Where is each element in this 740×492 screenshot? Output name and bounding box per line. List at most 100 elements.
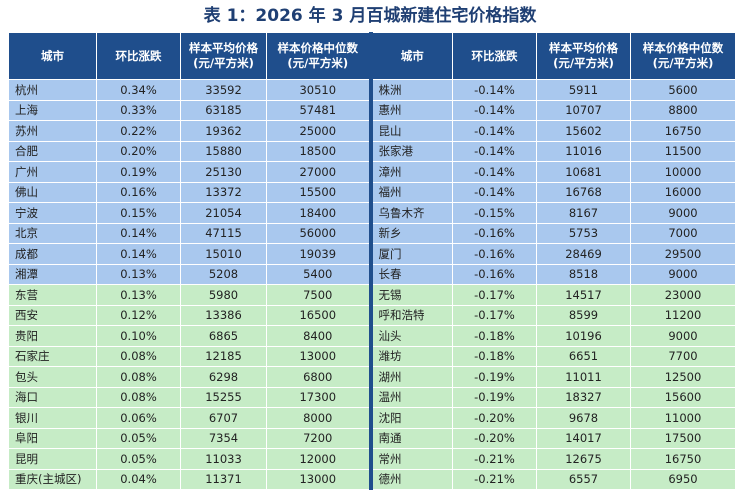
header-line: (元/平方米) <box>553 56 614 70</box>
city-cell: 昆山 <box>368 120 453 142</box>
city-cell: 石家庄 <box>8 345 97 367</box>
column-header: 样本价格中位数 (元/平方米) <box>266 32 371 80</box>
value-cell: -0.14% <box>452 120 537 142</box>
table-row: 贵阳 0.10% 6865 8400 汕头 -0.18% 10196 9000 <box>8 325 736 347</box>
value-cell: 9000 <box>630 263 736 285</box>
city-cell: 南通 <box>368 427 453 449</box>
value-cell: 12675 <box>536 448 631 470</box>
table-row: 广州 0.19% 25130 27000 漳州 -0.14% 10681 10000 <box>8 161 736 183</box>
table-row: 石家庄 0.08% 12185 13000 潍坊 -0.18% 6651 7700 <box>8 345 736 367</box>
table-row: 宁波 0.15% 21054 18400 乌鲁木齐 -0.15% 8167 9000 <box>8 202 736 224</box>
value-cell: 6865 <box>180 325 267 347</box>
value-cell: 6651 <box>536 345 631 367</box>
value-cell: 16768 <box>536 181 631 203</box>
value-cell: 0.22% <box>96 120 181 142</box>
value-cell: 25130 <box>180 161 267 183</box>
table-row: 西安 0.12% 13386 16500 呼和浩特 -0.17% 8599 11200 <box>8 304 736 326</box>
value-cell: -0.19% <box>452 366 537 388</box>
value-cell: 0.04% <box>96 468 181 490</box>
value-cell: 19362 <box>180 120 267 142</box>
value-cell: 17500 <box>630 427 736 449</box>
city-cell: 苏州 <box>8 120 97 142</box>
city-cell: 张家港 <box>368 140 453 162</box>
value-cell: -0.16% <box>452 222 537 244</box>
table-row: 成都 0.14% 15010 19039 厦门 -0.16% 28469 29500 <box>8 243 736 265</box>
table-row: 海口 0.08% 15255 17300 温州 -0.19% 18327 15600 <box>8 386 736 408</box>
table-row: 苏州 0.22% 19362 25000 昆山 -0.14% 15602 16750 <box>8 120 736 142</box>
value-cell: -0.16% <box>452 243 537 265</box>
value-cell: -0.14% <box>452 99 537 121</box>
table-row: 昆明 0.05% 11033 12000 常州 -0.21% 12675 16750 <box>8 448 736 470</box>
value-cell: -0.15% <box>452 202 537 224</box>
value-cell: 7354 <box>180 427 267 449</box>
header-line: (元/平方米) <box>287 56 349 70</box>
city-cell: 海口 <box>8 386 97 408</box>
table-title: 表 1：2026 年 3 月百城新建住宅价格指数 <box>203 6 537 26</box>
value-cell: -0.17% <box>452 284 537 306</box>
value-cell: 8800 <box>630 99 736 121</box>
value-cell: -0.14% <box>452 79 537 101</box>
value-cell: 11371 <box>180 468 267 490</box>
value-cell: 15500 <box>266 181 371 203</box>
city-cell: 西安 <box>8 304 97 326</box>
value-cell: 5400 <box>266 263 371 285</box>
value-cell: 13000 <box>266 468 371 490</box>
table-row: 湘潭 0.13% 5208 5400 长春 -0.16% 8518 9000 <box>8 263 736 285</box>
table-row: 佛山 0.16% 13372 15500 福州 -0.14% 16768 16000 <box>8 181 736 203</box>
value-cell: 63185 <box>180 99 267 121</box>
header-line: 环比涨跌 <box>115 48 162 63</box>
header-line: 环比涨跌 <box>471 48 518 63</box>
city-cell: 广州 <box>8 161 97 183</box>
column-header: 样本平均价格 (元/平方米) <box>536 32 631 80</box>
table-row: 重庆(主城区) 0.04% 11371 13000 德州 -0.21% 6557 6950 <box>8 468 736 490</box>
value-cell: 47115 <box>180 222 267 244</box>
value-cell: 29500 <box>630 243 736 265</box>
value-cell: 7200 <box>266 427 371 449</box>
value-cell: 0.13% <box>96 284 181 306</box>
value-cell: 9678 <box>536 407 631 429</box>
header-line: 城市 <box>41 48 64 63</box>
value-cell: 11016 <box>536 140 631 162</box>
value-cell: 12000 <box>266 448 371 470</box>
value-cell: 0.10% <box>96 325 181 347</box>
value-cell: 7000 <box>630 222 736 244</box>
value-cell: -0.17% <box>452 304 537 326</box>
value-cell: -0.14% <box>452 181 537 203</box>
city-cell: 沈阳 <box>368 407 453 429</box>
city-cell: 乌鲁木齐 <box>368 202 453 224</box>
table-row: 合肥 0.20% 15880 18500 张家港 -0.14% 11016 11500 <box>8 140 736 162</box>
city-cell: 佛山 <box>8 181 97 203</box>
value-cell: 0.14% <box>96 243 181 265</box>
value-cell: 0.19% <box>96 161 181 183</box>
city-cell: 宁波 <box>8 202 97 224</box>
value-cell: 5600 <box>630 79 736 101</box>
value-cell: 5980 <box>180 284 267 306</box>
value-cell: 18500 <box>266 140 371 162</box>
city-cell: 北京 <box>8 222 97 244</box>
value-cell: 0.08% <box>96 386 181 408</box>
value-cell: 30510 <box>266 79 371 101</box>
value-cell: -0.20% <box>452 427 537 449</box>
column-header: 环比涨跌 <box>452 32 537 80</box>
value-cell: 16000 <box>630 181 736 203</box>
column-header: 城市 <box>368 32 453 80</box>
table-row: 银川 0.06% 6707 8000 沈阳 -0.20% 9678 11000 <box>8 407 736 429</box>
value-cell: 0.14% <box>96 222 181 244</box>
city-cell: 银川 <box>8 407 97 429</box>
value-cell: 0.08% <box>96 366 181 388</box>
value-cell: 10707 <box>536 99 631 121</box>
city-cell: 新乡 <box>368 222 453 244</box>
value-cell: 11033 <box>180 448 267 470</box>
city-cell: 湖州 <box>368 366 453 388</box>
value-cell: 18400 <box>266 202 371 224</box>
value-cell: 5911 <box>536 79 631 101</box>
value-cell: 15602 <box>536 120 631 142</box>
value-cell: 19039 <box>266 243 371 265</box>
city-cell: 惠州 <box>368 99 453 121</box>
value-cell: 18327 <box>536 386 631 408</box>
header-line: 城市 <box>400 48 424 63</box>
value-cell: 6800 <box>266 366 371 388</box>
value-cell: 21054 <box>180 202 267 224</box>
value-cell: 10681 <box>536 161 631 183</box>
city-cell: 合肥 <box>8 140 97 162</box>
